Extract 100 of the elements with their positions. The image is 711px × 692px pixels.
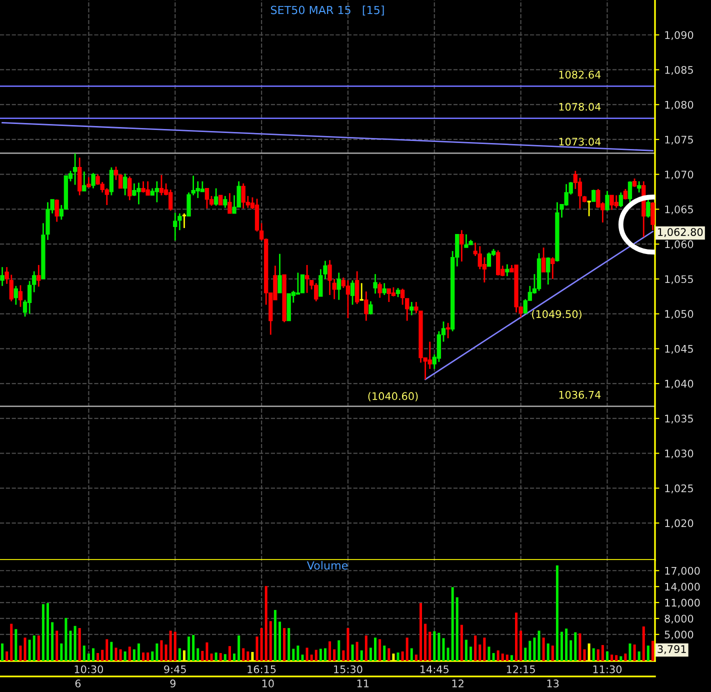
bar	[592, 648, 595, 661]
candlestick	[200, 180, 204, 192]
bar	[164, 644, 168, 661]
bar	[219, 653, 222, 661]
ref-line-label: 1078.04	[559, 102, 601, 111]
bar	[160, 640, 163, 661]
bar	[356, 642, 358, 661]
bar	[314, 650, 318, 661]
bar	[578, 633, 582, 661]
candlestick	[482, 256, 487, 284]
candlestick	[646, 196, 650, 218]
text: 13	[547, 680, 559, 688]
bar	[60, 643, 63, 661]
x-tick-label: 11:30	[593, 665, 622, 674]
bar	[406, 638, 408, 661]
y-tick-label: 1,055	[665, 275, 693, 284]
bar	[538, 630, 540, 661]
bar	[646, 646, 650, 661]
bar	[6, 651, 8, 661]
candlestick	[623, 188, 628, 200]
bar	[119, 649, 122, 661]
bar	[132, 649, 136, 661]
candlestick	[391, 286, 396, 298]
bar	[506, 654, 508, 661]
bar	[64, 618, 68, 661]
ref-line-label: 1036.74	[559, 390, 601, 399]
bar	[233, 654, 236, 661]
candlestick	[486, 252, 492, 268]
bar	[464, 640, 468, 661]
bar	[328, 641, 332, 661]
candlestick	[436, 330, 442, 363]
bar	[114, 648, 118, 661]
y-tick-label: 17,000	[665, 566, 700, 576]
bar	[301, 654, 304, 661]
candlestick	[378, 282, 382, 298]
bar	[419, 603, 422, 661]
y-tick-label: 1,030	[665, 450, 694, 458]
candlestick	[505, 264, 510, 277]
bar	[288, 628, 290, 661]
bar	[388, 648, 390, 661]
y-tick-label: 1,025	[665, 484, 693, 494]
bar	[256, 636, 258, 661]
bar	[110, 642, 113, 661]
text: 12	[452, 680, 464, 688]
bar	[283, 628, 286, 661]
candlestick	[650, 202, 655, 231]
candlestick	[605, 190, 610, 212]
bar	[51, 622, 54, 661]
bar	[260, 628, 263, 661]
bar	[492, 653, 495, 661]
bar	[360, 650, 363, 661]
text: 3,791	[658, 645, 686, 654]
bar	[37, 635, 40, 661]
bar	[19, 646, 22, 661]
candlestick	[405, 298, 410, 322]
y-tick-label: 1,020	[665, 519, 694, 528]
bar	[92, 648, 94, 661]
candlestick	[550, 256, 555, 280]
candlestick	[446, 322, 450, 339]
bar	[96, 653, 100, 661]
candlestick	[173, 212, 178, 242]
annotation: (1049.50)	[532, 310, 582, 320]
bar	[106, 639, 108, 661]
y-tick-label: 1,035	[665, 414, 693, 424]
bar	[278, 622, 281, 661]
bar	[169, 630, 172, 661]
bar	[606, 651, 608, 661]
y-tick-label: 1,080	[665, 100, 694, 110]
y-tick-label: 1,040	[665, 380, 694, 389]
bar	[238, 635, 240, 661]
bar	[620, 656, 622, 661]
candlestick	[382, 282, 386, 296]
bar	[456, 597, 458, 661]
y-tick-label: 1,045	[665, 344, 693, 354]
y-tick-label: 1,085	[665, 66, 693, 75]
candlestick	[336, 272, 341, 301]
candlestick	[109, 166, 114, 196]
chart-title: Volume	[306, 561, 348, 570]
bar	[364, 635, 368, 661]
bar	[474, 635, 477, 661]
bar	[46, 603, 50, 661]
bar	[74, 626, 76, 661]
bar	[414, 654, 418, 661]
bar	[69, 630, 72, 661]
bar	[542, 638, 545, 661]
candlestick	[410, 301, 414, 316]
bar	[488, 646, 490, 661]
y-tick-label: 1,090	[665, 31, 694, 40]
bar	[520, 630, 522, 661]
candlestick	[36, 264, 41, 288]
bar	[546, 643, 550, 661]
bar	[178, 648, 181, 661]
bar	[369, 648, 372, 661]
bar	[433, 631, 436, 661]
bar	[515, 612, 518, 661]
candlestick	[0, 266, 4, 287]
y-tick-label: 1,060	[665, 240, 694, 250]
bar	[214, 652, 218, 661]
bar	[124, 651, 126, 661]
candlestick	[128, 176, 132, 201]
